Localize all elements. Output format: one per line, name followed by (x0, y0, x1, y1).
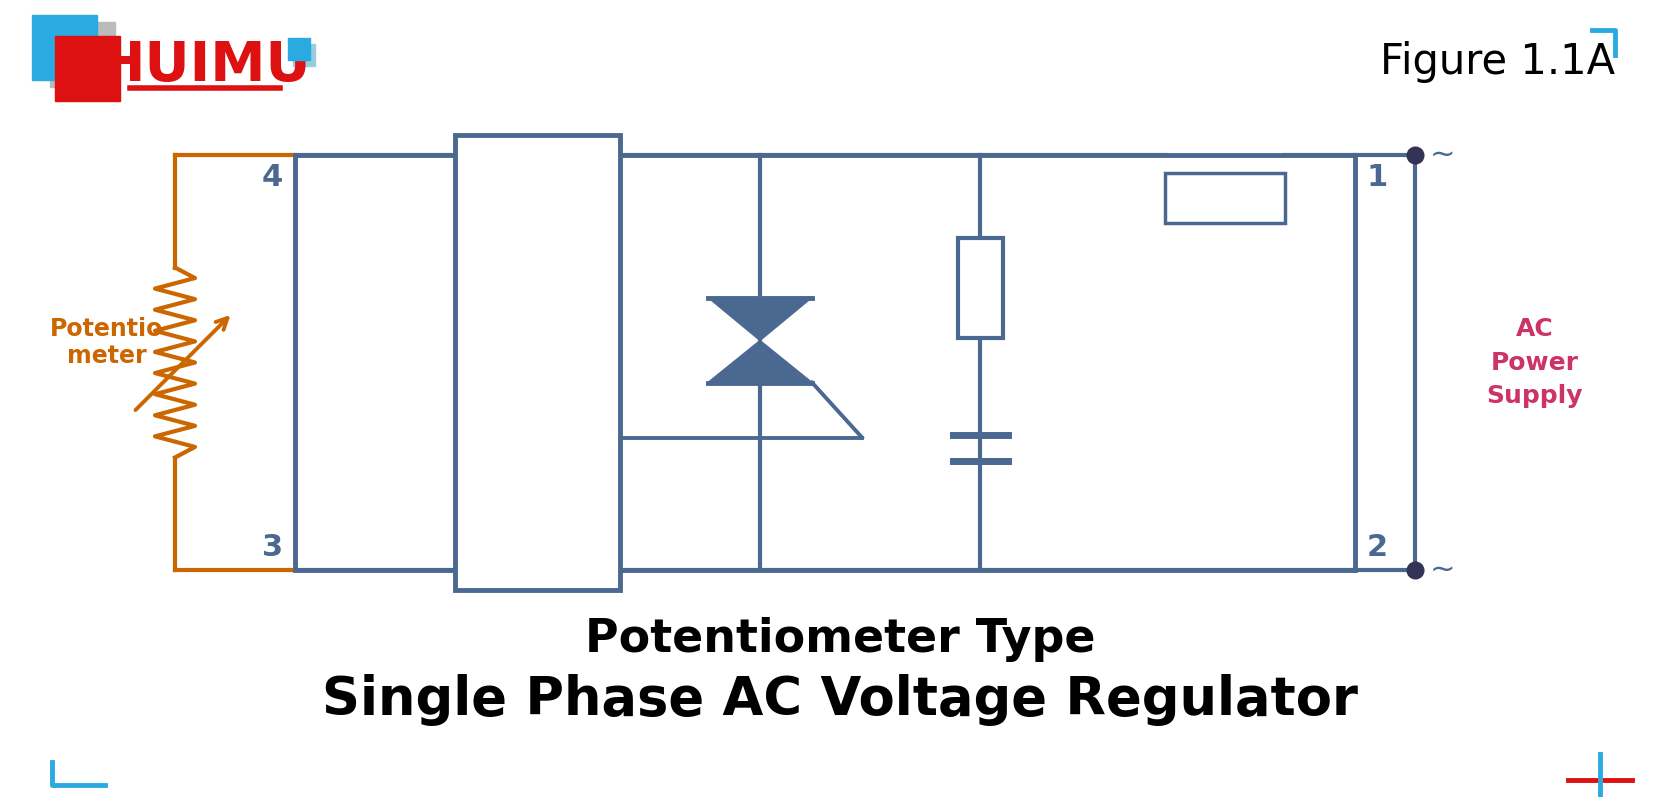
Bar (55, 36, 119, 101)
Text: ~: ~ (1431, 140, 1456, 170)
Bar (957, 238, 1002, 337)
Text: Load: Load (1195, 186, 1254, 210)
Bar (455, 135, 620, 590)
Text: Figure 1.1A: Figure 1.1A (1380, 41, 1615, 83)
Text: Potentio
meter: Potentio meter (50, 316, 163, 368)
Bar (296, 155, 1355, 570)
Bar (294, 44, 316, 66)
Bar (1165, 173, 1284, 223)
Text: 2: 2 (1367, 533, 1389, 562)
Text: Potentiometer Type: Potentiometer Type (584, 618, 1095, 662)
Bar (32, 15, 97, 80)
Text: ~: ~ (1431, 556, 1456, 584)
Text: CONTROL
CIRCUIT: CONTROL CIRCUIT (505, 289, 569, 437)
Bar (289, 38, 311, 60)
Text: Single Phase AC Voltage Regulator: Single Phase AC Voltage Regulator (322, 674, 1358, 726)
Text: 3: 3 (262, 533, 284, 562)
Text: AC
Power
Supply: AC Power Supply (1486, 317, 1583, 408)
Text: HUIMU: HUIMU (99, 39, 311, 93)
Polygon shape (709, 297, 813, 340)
Bar (50, 22, 114, 87)
Text: 4: 4 (262, 163, 284, 192)
Polygon shape (709, 340, 813, 383)
Text: 1: 1 (1367, 163, 1389, 192)
